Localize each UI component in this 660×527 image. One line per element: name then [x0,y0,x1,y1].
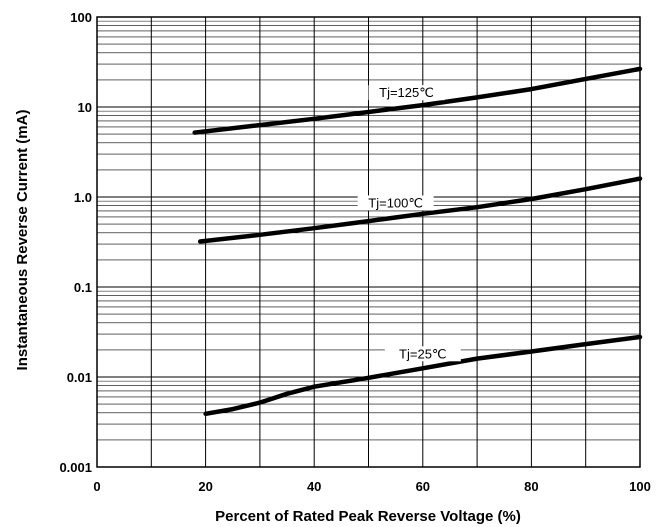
y-tick-label: 1.0 [74,190,92,205]
series-line [197,176,643,244]
series-label: Tj=25℃ [399,346,446,361]
x-tick-labels: 0 20 40 60 80 100 [93,479,650,494]
y-tick-labels: 0.001 0.01 0.1 1.0 10 100 [59,10,92,475]
series-label-bg [357,195,434,211]
y-tick-label: 10 [78,100,92,115]
y-axis-title: Instantaneous Reverse Current (mA) [14,110,31,371]
y-tick-label: 0.1 [74,280,92,295]
series-label-bg [368,85,445,101]
series-label: Tj=125℃ [379,85,434,100]
series-labels: Tj=125℃ Tj=100℃ Tj=25℃ [357,85,461,362]
series-label-bg [384,346,461,362]
y-tick-label: 0.001 [59,460,92,475]
series-line [192,66,643,135]
x-tick-label: 20 [198,479,212,494]
x-axis-title: Percent of Rated Peak Reverse Voltage (%… [215,508,521,525]
x-tick-label: 100 [629,479,651,494]
x-tick-label: 60 [416,479,430,494]
series-label: Tj=100℃ [368,195,423,210]
curves [192,66,643,417]
x-tick-label: 40 [307,479,321,494]
x-tick-label: 80 [524,479,538,494]
series-line [203,334,643,417]
y-tick-label: 100 [70,10,92,25]
y-tick-label: 0.01 [67,370,92,385]
plot-frame [96,16,641,468]
x-tick-label: 0 [93,479,100,494]
